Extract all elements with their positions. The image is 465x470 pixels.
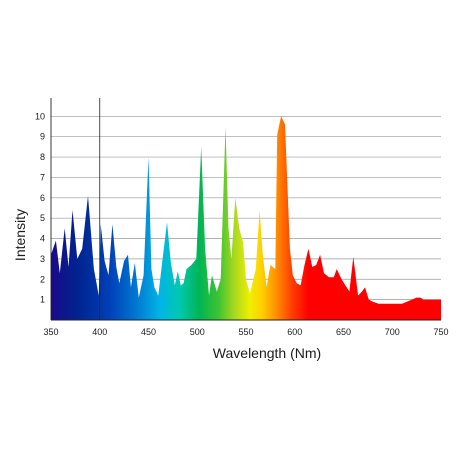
- x-tick-label-650: 650: [336, 327, 351, 337]
- x-tick-label-750: 750: [433, 327, 448, 337]
- y-tick-label-2: 2: [40, 274, 45, 284]
- x-tick-label-550: 550: [238, 327, 253, 337]
- spectrum-area: [51, 116, 441, 320]
- y-tick-label-10: 10: [35, 111, 45, 121]
- y-tick-label-9: 9: [40, 132, 45, 142]
- y-axis-label: Intensity: [12, 209, 28, 261]
- x-tick-label-600: 600: [287, 327, 302, 337]
- y-tick-label-8: 8: [40, 152, 45, 162]
- y-tick-label-3: 3: [40, 254, 45, 264]
- y-tick-label-5: 5: [40, 213, 45, 223]
- y-tick-label-1: 1: [40, 295, 45, 305]
- x-tick-label-450: 450: [141, 327, 156, 337]
- x-tick-label-700: 700: [385, 327, 400, 337]
- x-tick-label-500: 500: [190, 327, 205, 337]
- x-tick-label-350: 350: [43, 327, 58, 337]
- axis-layer: [50, 98, 441, 321]
- y-tick-label-6: 6: [40, 193, 45, 203]
- y-tick-label-7: 7: [40, 172, 45, 182]
- area-layer: [51, 116, 441, 320]
- x-tick-label-400: 400: [92, 327, 107, 337]
- y-tick-label-4: 4: [40, 234, 45, 244]
- x-axis-label: Wavelength (Nm): [213, 345, 321, 361]
- tick-layer: 1 2 3 4 5 6 7 8 9 10 350 400 450 500 550 600 650 700 750: [35, 111, 449, 337]
